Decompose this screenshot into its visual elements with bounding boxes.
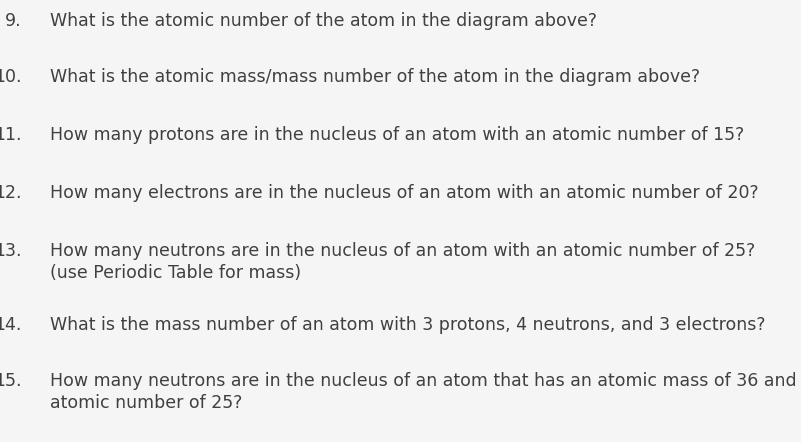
Text: 10.: 10. xyxy=(0,68,22,86)
Text: What is the mass number of an atom with 3 protons, 4 neutrons, and 3 electrons?: What is the mass number of an atom with … xyxy=(50,316,766,334)
Text: 15.: 15. xyxy=(0,372,22,390)
Text: How many protons are in the nucleus of an atom with an atomic number of 15?: How many protons are in the nucleus of a… xyxy=(50,126,744,144)
Text: 12.: 12. xyxy=(0,184,22,202)
Text: How many neutrons are in the nucleus of an atom with an atomic number of 25?: How many neutrons are in the nucleus of … xyxy=(50,242,755,260)
Text: (use Periodic Table for mass): (use Periodic Table for mass) xyxy=(50,264,301,282)
Text: What is the atomic number of the atom in the diagram above?: What is the atomic number of the atom in… xyxy=(50,12,597,30)
Text: What is the atomic mass/mass number of the atom in the diagram above?: What is the atomic mass/mass number of t… xyxy=(50,68,700,86)
Text: 14.: 14. xyxy=(0,316,22,334)
Text: How many neutrons are in the nucleus of an atom that has an atomic mass of 36 an: How many neutrons are in the nucleus of … xyxy=(50,372,801,390)
Text: atomic number of 25?: atomic number of 25? xyxy=(50,394,243,412)
Text: How many electrons are in the nucleus of an atom with an atomic number of 20?: How many electrons are in the nucleus of… xyxy=(50,184,759,202)
Text: 11.: 11. xyxy=(0,126,22,144)
Text: 9.: 9. xyxy=(6,12,22,30)
Text: 13.: 13. xyxy=(0,242,22,260)
